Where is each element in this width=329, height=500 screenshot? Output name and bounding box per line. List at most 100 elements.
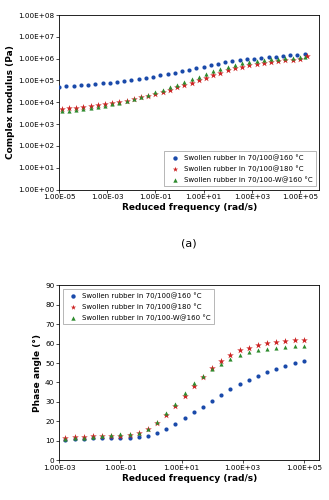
Point [203,70,209,78]
Point [266,54,271,62]
Point [302,50,307,58]
Point [297,54,302,62]
Point [283,337,288,345]
Point [117,98,122,106]
Point [72,433,77,441]
Point [145,432,151,440]
Point [182,81,187,89]
Point [127,430,132,438]
Point [225,66,230,74]
Point [124,97,129,105]
Point [223,58,228,66]
Point [261,56,266,64]
Point [255,372,261,380]
Point [182,389,187,397]
Point [191,408,196,416]
Point [225,63,230,71]
Point [146,92,151,100]
Point [283,54,288,62]
Point [146,90,151,98]
Point [283,362,288,370]
Point [228,352,233,360]
Point [283,342,288,350]
Point [136,429,141,437]
Point [59,108,64,116]
Point [127,434,132,442]
Point [297,54,302,62]
Point [145,425,151,433]
Point [145,425,151,433]
Point [78,82,84,90]
Point [136,433,141,441]
Point [118,430,123,438]
Point [90,434,95,442]
Point [255,340,261,348]
Point [73,104,79,112]
Point [215,60,221,68]
Point [99,432,105,440]
Y-axis label: Complex modulus (Pa): Complex modulus (Pa) [7,46,15,159]
Point [154,419,160,427]
Point [240,62,245,70]
Point [90,432,95,440]
Point [194,64,199,72]
Point [139,94,144,102]
Point [200,372,206,380]
Point [164,410,169,418]
Point [237,56,242,64]
Point [86,81,91,89]
Point [232,61,238,69]
Point [265,368,270,376]
Point [81,103,86,111]
Point [288,52,293,60]
Point [290,56,295,64]
Point [280,52,286,60]
Point [276,57,281,65]
Point [259,54,264,62]
Point [172,69,177,77]
Point [121,77,127,85]
Point [240,59,245,67]
Point [102,102,108,110]
Point [254,60,259,68]
Point [219,360,224,368]
Point [211,68,216,76]
Point [72,434,77,442]
Point [154,418,160,426]
Point [131,95,137,103]
Point [290,54,295,62]
Point [251,54,257,62]
Point [247,61,252,69]
Point [247,58,252,66]
Point [228,355,233,363]
Point [109,432,114,440]
Point [99,434,105,442]
Point [200,402,206,410]
Point [114,78,120,86]
Point [59,105,64,113]
Point [211,71,216,79]
Text: (a): (a) [181,238,197,248]
Point [301,336,307,344]
Point [173,420,178,428]
Point [283,56,288,64]
X-axis label: Reduced frequency (rad/s): Reduced frequency (rad/s) [121,203,257,212]
Point [150,72,156,80]
Point [143,74,148,82]
Point [276,54,281,62]
Point [173,402,178,409]
Point [95,102,100,110]
Point [64,82,69,90]
Point [63,434,68,442]
Point [301,357,307,365]
Point [131,95,137,103]
Point [93,80,98,88]
Point [73,106,79,114]
Point [268,56,274,64]
Legend: Swollen rubber in 70/100@160 °C, Swollen rubber in 70/100@180 °C, Swollen rubber: Swollen rubber in 70/100@160 °C, Swollen… [164,150,316,186]
Point [265,338,270,346]
Point [63,436,68,444]
Point [182,392,187,400]
Point [164,412,169,420]
Point [295,51,300,59]
